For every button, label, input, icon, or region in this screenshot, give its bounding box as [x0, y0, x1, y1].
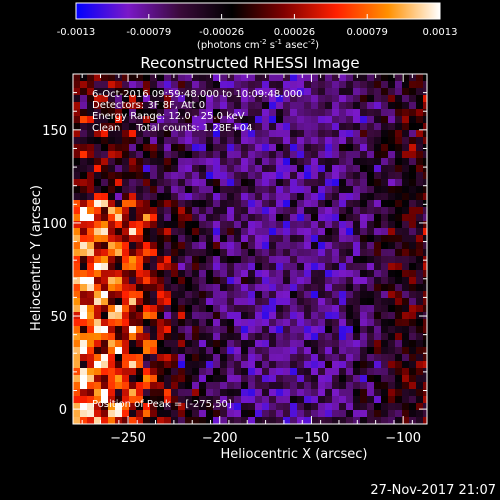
- colorbar-tick-label: 0.00079: [347, 27, 388, 38]
- x-tick-label: −100: [385, 431, 421, 446]
- colorbar-tick-label: -0.0013: [57, 27, 96, 38]
- observation-info: 6-Oct-2016 09:59:48.000 to 10:09:48.000 …: [92, 89, 303, 410]
- x-tick-label: −150: [294, 431, 330, 446]
- colorbar-gradient: [75, 2, 441, 20]
- time-range-label: 6-Oct-2016 09:59:48.000 to 10:09:48.000: [92, 89, 303, 100]
- colorbar-tick-label: 0.00026: [274, 27, 315, 38]
- x-axis: −250 −200 −150 −100: [81, 74, 421, 446]
- colorbar-tick-label: 0.0013: [423, 27, 458, 38]
- y-tick-label: 0: [59, 403, 67, 418]
- algorithm-counts-label: Clean Total counts: 1.28E+04: [92, 123, 252, 134]
- y-tick-label: 50: [50, 310, 67, 325]
- y-axis-label: Heliocentric Y (arcsec): [29, 185, 44, 331]
- reconstructed-image: [73, 74, 427, 424]
- colorbar-tick-label: -0.00079: [126, 27, 171, 38]
- colorbar-tick-label: -0.00026: [199, 27, 244, 38]
- colorbar: -0.0013 -0.00079 -0.00026 0.00026 0.00079 0.0…: [57, 2, 458, 51]
- x-tick-label: −250: [110, 431, 146, 446]
- energy-range-label: Energy Range: 12.0 - 25.0 keV: [92, 111, 245, 122]
- x-tick-label: −200: [202, 431, 238, 446]
- timestamp: 27-Nov-2017 21:07: [370, 483, 496, 498]
- peak-position-label: Position of Peak = [-275,50]: [92, 399, 232, 410]
- detectors-label: Detectors: 3F 8F, Att 0: [92, 100, 205, 111]
- y-tick-label: 100: [42, 217, 67, 232]
- y-tick-label: 150: [42, 124, 67, 139]
- colorbar-units: (photons cm-2 s-1 asec-2): [197, 38, 319, 51]
- x-axis-label: Heliocentric X (arcsec): [221, 447, 368, 462]
- y-axis: 0 50 100 150: [42, 92, 427, 418]
- plot-frame: [72, 73, 428, 425]
- chart-title: Reconstructed RHESSI Image: [140, 54, 359, 72]
- colorbar-ticks: -0.0013 -0.00079 -0.00026 0.00026 0.00079 0.0…: [57, 14, 458, 38]
